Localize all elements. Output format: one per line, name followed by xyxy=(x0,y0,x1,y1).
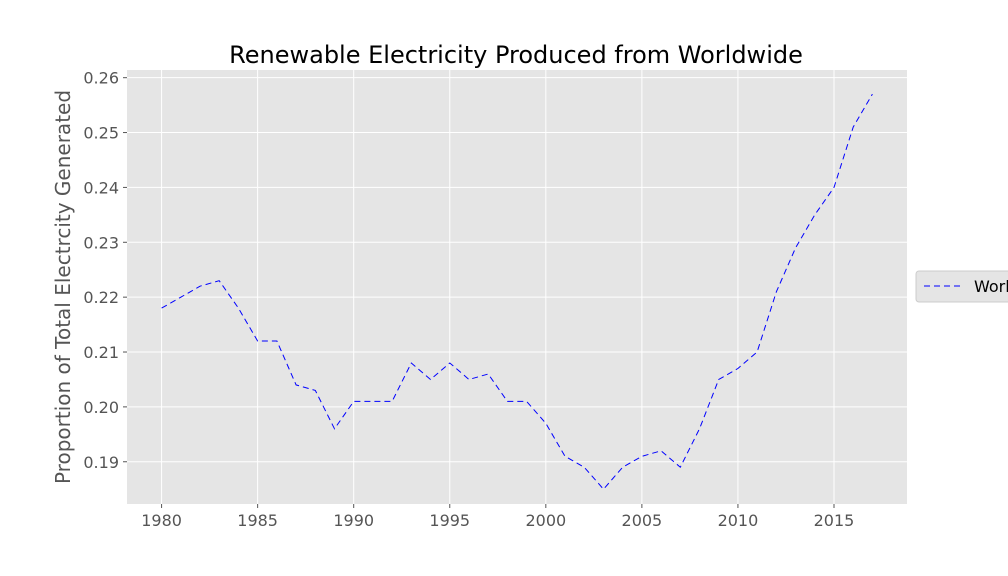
y-axis-title: Proportion of Total Electrcity Generated xyxy=(51,90,75,484)
x-tick-label: 1990 xyxy=(333,511,374,530)
x-tick-label: 1995 xyxy=(429,511,470,530)
y-tick-label: 0.24 xyxy=(83,178,119,197)
x-tick-label: 2015 xyxy=(814,511,855,530)
y-tick-label: 0.20 xyxy=(83,398,119,417)
y-tick-label: 0.25 xyxy=(83,124,119,143)
legend: World xyxy=(915,270,1008,303)
legend-box xyxy=(915,270,1008,303)
legend-label-world: World xyxy=(974,277,1008,296)
series-line-world xyxy=(161,93,873,490)
y-tick-label: 0.22 xyxy=(83,288,119,307)
x-tick-label: 1980 xyxy=(141,511,182,530)
y-tick-label: 0.23 xyxy=(83,233,119,252)
tick-labels: 1980 1985 1990 1995 2000 2005 2010 2015 0.19 0.20… xyxy=(83,69,854,530)
x-tick-label: 1985 xyxy=(237,511,278,530)
x-tick-label: 2005 xyxy=(622,511,663,530)
series-layer xyxy=(161,93,873,490)
plot-area xyxy=(127,70,907,504)
x-tick-label: 2000 xyxy=(525,511,566,530)
y-tick-label: 0.26 xyxy=(83,69,119,88)
x-tick-label: 2010 xyxy=(718,511,759,530)
grid xyxy=(127,70,907,504)
chart-title: Renewable Electricity Produced from Worl… xyxy=(229,41,803,69)
y-tick-label: 0.19 xyxy=(83,453,119,472)
y-tick-label: 0.21 xyxy=(83,343,119,362)
